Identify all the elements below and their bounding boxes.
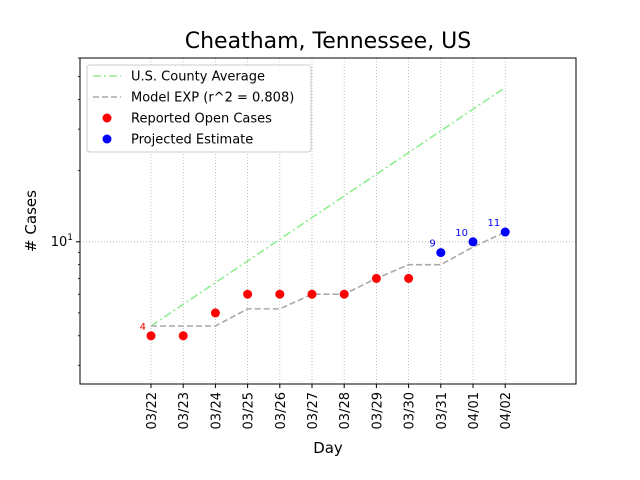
data-point [210,308,220,318]
x-tick-label: 04/01 [467,392,482,429]
legend-box [86,64,312,153]
x-tick-label: 04/02 [499,392,514,429]
data-point [243,289,253,299]
x-tick-label: 03/22 [145,392,160,429]
legend-label: Model EXP (r^2 = 0.808) [131,91,294,106]
legend: U.S. County Average Model EXP (r^2 = 0.80… [86,64,312,153]
data-point [500,227,510,237]
chart-title: Cheatham, Tennessee, US [185,29,472,54]
series-line [151,231,506,327]
legend-dot-marker [102,134,112,144]
data-point [468,237,478,247]
data-point [275,289,285,299]
x-tick-label: 03/27 [306,392,321,429]
y-axis-label: # Cases [22,190,40,252]
x-tick-label: 03/29 [370,392,385,429]
data-point [146,331,156,341]
legend-dot-marker [102,113,112,123]
x-tick-label: 03/26 [274,392,289,429]
x-tick-label: 03/23 [177,392,192,429]
data-point [178,331,188,341]
data-point [404,273,414,283]
data-point [371,273,381,283]
data-label: 11 [487,218,500,229]
y-axis: 101 [51,57,80,366]
x-axis-label: Day [313,439,343,457]
legend-label: U.S. County Average [131,70,265,85]
x-tick-label: 03/30 [403,392,418,429]
plot-frame [79,57,577,385]
x-axis: 03/22 03/23 03/24 03/25 03/26 03/27 03/28 03/29… [145,384,514,429]
data-point [339,289,349,299]
data-point [436,248,446,258]
x-tick-label: 03/28 [338,392,353,429]
data-label: 4 [140,322,146,333]
legend-label: Projected Estimate [131,133,253,148]
data-label: 10 [455,228,468,239]
legend-label: Reported Open Cases [131,112,272,127]
series-layer: 4 9 10 11 [140,86,510,341]
y-tick-label: 101 [51,233,73,250]
x-tick-label: 03/25 [242,392,257,429]
data-label: 9 [429,239,435,250]
data-point [307,289,317,299]
x-tick-label: 03/31 [435,392,450,429]
x-tick-label: 03/24 [209,392,224,429]
series-line [150,86,506,327]
